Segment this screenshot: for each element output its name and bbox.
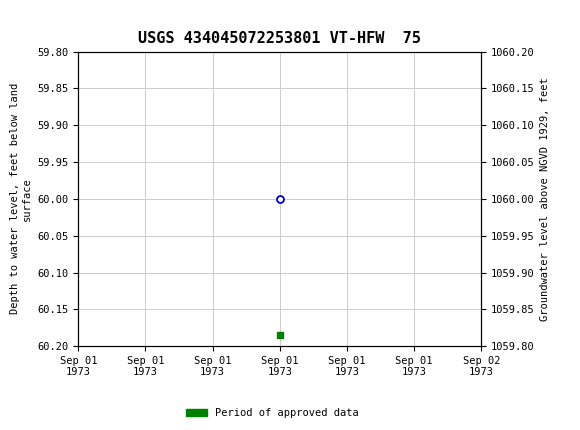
Text: USGS: USGS (34, 12, 89, 29)
Y-axis label: Depth to water level, feet below land
surface: Depth to water level, feet below land su… (10, 83, 32, 314)
Title: USGS 434045072253801 VT-HFW  75: USGS 434045072253801 VT-HFW 75 (139, 31, 421, 46)
Legend: Period of approved data: Period of approved data (182, 404, 363, 423)
Y-axis label: Groundwater level above NGVD 1929, feet: Groundwater level above NGVD 1929, feet (541, 77, 550, 321)
